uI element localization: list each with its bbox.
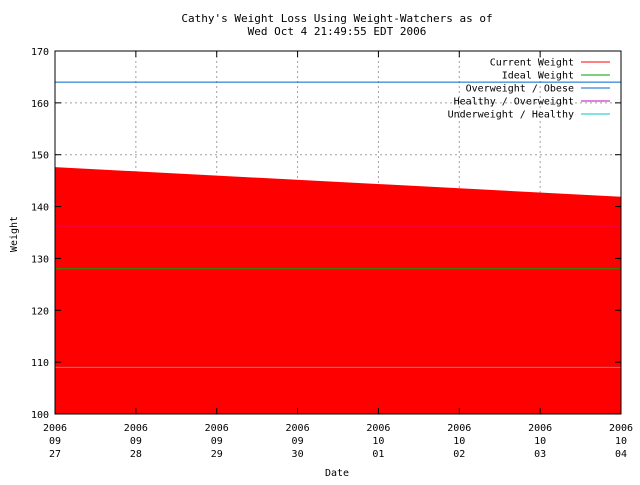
plot-border	[54, 50, 622, 415]
x-tick-label-4-0: 2006	[366, 423, 390, 434]
y-tick-label-7: 170	[31, 47, 49, 58]
x-tick-label-5-2: 02	[453, 449, 465, 460]
legend-label-0: Current Weight	[490, 58, 574, 69]
y-axis-label: Weight	[9, 216, 20, 252]
x-tick-label-1-0: 2006	[124, 423, 148, 434]
legend: Current Weight Ideal Weight Overweight / O…	[448, 58, 610, 121]
legend-label-4: Underweight / Healthy	[448, 110, 574, 121]
chart-title-line-1: Cathy's Weight Loss Using Weight-Watcher…	[181, 12, 492, 25]
y-tick-label-2: 120	[31, 306, 49, 317]
x-tick-label-3-1: 09	[292, 436, 304, 447]
x-tick-label-7-2: 04	[615, 449, 627, 460]
legend-label-2: Overweight / Obese	[466, 84, 574, 95]
x-tick-label-5-1: 10	[453, 436, 465, 447]
axes: 1001101201301401501601702006092720060928…	[31, 47, 633, 460]
x-tick-label-0-1: 09	[49, 436, 61, 447]
x-tick-label-2-2: 29	[211, 449, 223, 460]
x-tick-label-6-2: 03	[534, 449, 546, 460]
x-tick-label-3-0: 2006	[286, 423, 310, 434]
x-tick-label-6-0: 2006	[528, 423, 552, 434]
y-tick-label-6: 160	[31, 99, 49, 110]
x-tick-label-7-1: 10	[615, 436, 627, 447]
x-tick-label-2-1: 09	[211, 436, 223, 447]
y-tick-label-1: 110	[31, 358, 49, 369]
y-tick-label-0: 100	[31, 410, 49, 421]
x-tick-label-1-2: 28	[130, 449, 142, 460]
x-axis-label: Date	[325, 468, 349, 479]
x-tick-label-4-1: 10	[372, 436, 384, 447]
legend-label-3: Healthy / Overweight	[454, 97, 574, 108]
x-tick-label-1-1: 09	[130, 436, 142, 447]
x-tick-label-0-0: 2006	[43, 423, 67, 434]
x-tick-label-3-2: 30	[292, 449, 304, 460]
y-tick-label-4: 140	[31, 203, 49, 214]
legend-label-1: Ideal Weight	[502, 71, 574, 82]
y-tick-label-5: 150	[31, 151, 49, 162]
x-tick-label-7-0: 2006	[609, 423, 633, 434]
chart-title-line-2: Wed Oct 4 21:49:55 EDT 2006	[248, 25, 427, 38]
current-weight-area	[55, 167, 621, 414]
x-tick-label-0-2: 27	[49, 449, 61, 460]
x-tick-label-6-1: 10	[534, 436, 546, 447]
plot-data	[55, 81, 621, 414]
y-tick-label-3: 130	[31, 254, 49, 265]
x-tick-label-2-0: 2006	[205, 423, 229, 434]
x-tick-label-5-0: 2006	[447, 423, 471, 434]
x-tick-label-4-2: 01	[372, 449, 384, 460]
